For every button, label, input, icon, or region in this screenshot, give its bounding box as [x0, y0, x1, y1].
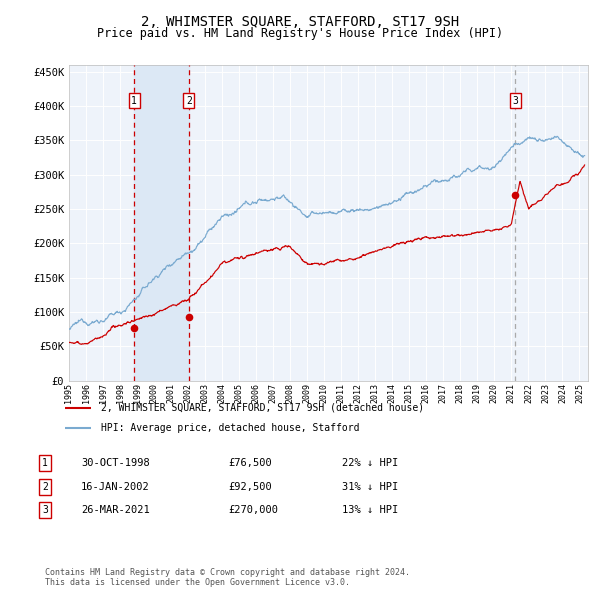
Text: £92,500: £92,500 — [228, 482, 272, 491]
Text: Contains HM Land Registry data © Crown copyright and database right 2024.
This d: Contains HM Land Registry data © Crown c… — [45, 568, 410, 587]
Text: 30-OCT-1998: 30-OCT-1998 — [81, 458, 150, 468]
Text: 16-JAN-2002: 16-JAN-2002 — [81, 482, 150, 491]
Bar — [134, 65, 189, 381]
Text: Price paid vs. HM Land Registry's House Price Index (HPI): Price paid vs. HM Land Registry's House … — [97, 27, 503, 40]
Text: £76,500: £76,500 — [228, 458, 272, 468]
Text: 3: 3 — [512, 96, 518, 106]
Text: 2, WHIMSTER SQUARE, STAFFORD, ST17 9SH (detached house): 2, WHIMSTER SQUARE, STAFFORD, ST17 9SH (… — [101, 403, 424, 412]
Text: 1: 1 — [42, 458, 48, 468]
Text: HPI: Average price, detached house, Stafford: HPI: Average price, detached house, Staf… — [101, 424, 360, 434]
Text: 1: 1 — [131, 96, 137, 106]
Text: 22% ↓ HPI: 22% ↓ HPI — [342, 458, 398, 468]
Text: 26-MAR-2021: 26-MAR-2021 — [81, 506, 150, 515]
Text: 3: 3 — [42, 506, 48, 515]
Text: 2, WHIMSTER SQUARE, STAFFORD, ST17 9SH: 2, WHIMSTER SQUARE, STAFFORD, ST17 9SH — [141, 15, 459, 29]
Text: £270,000: £270,000 — [228, 506, 278, 515]
Text: 31% ↓ HPI: 31% ↓ HPI — [342, 482, 398, 491]
Text: 2: 2 — [42, 482, 48, 491]
Text: 2: 2 — [186, 96, 192, 106]
Text: 13% ↓ HPI: 13% ↓ HPI — [342, 506, 398, 515]
